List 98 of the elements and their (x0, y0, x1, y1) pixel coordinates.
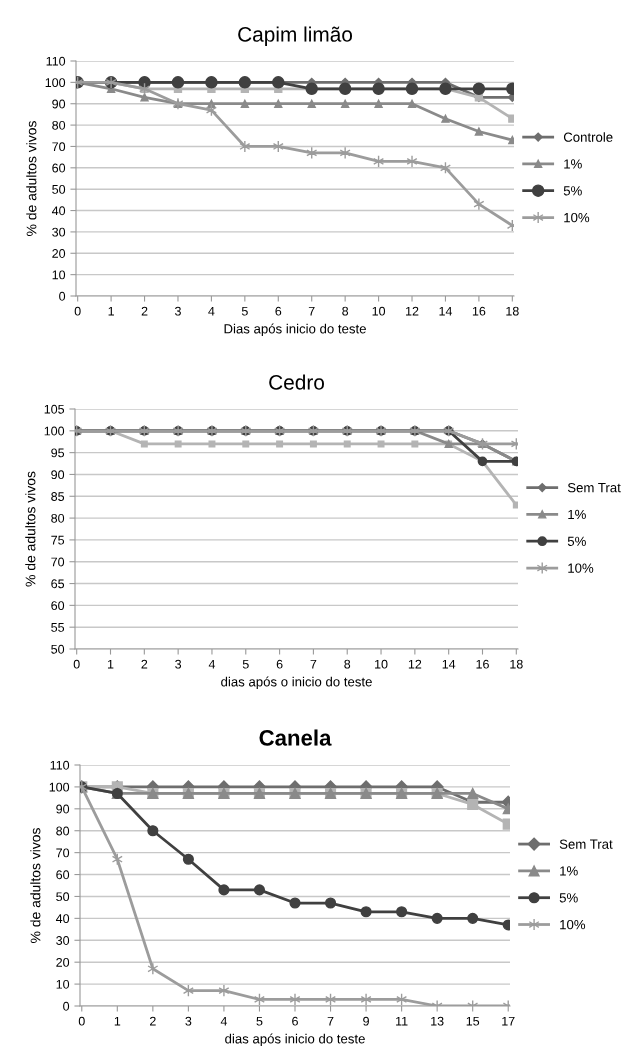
x-axis-title: dias após inicio do teste (225, 1033, 365, 1047)
y-tick-label: 60 (52, 163, 66, 173)
y-tick-label: 110 (46, 56, 66, 66)
x-tick-label: 18 (506, 306, 519, 316)
y-tick-label: 70 (51, 557, 65, 567)
x-axis-title: dias após o inicio do teste (221, 676, 372, 690)
y-tick-label: 80 (52, 120, 66, 130)
x-tick-label: 16 (472, 306, 486, 316)
x-tick-label: 8 (344, 659, 351, 669)
x-tick-label: 15 (466, 1016, 480, 1026)
x-tick-label: 0 (78, 1016, 85, 1026)
y-tick-label: 90 (51, 470, 65, 480)
y-tick-label: 0 (63, 1001, 70, 1011)
y-tick-label: 95 (51, 448, 65, 458)
y-tick-label: 70 (52, 142, 66, 152)
x-tick-label: 7 (308, 306, 315, 316)
x-tick-label: 12 (406, 306, 419, 316)
y-tick-label: 75 (51, 535, 65, 545)
x-tick-label: 1 (114, 1016, 121, 1026)
y-tick-label: 10 (56, 979, 70, 989)
y-tick-label: 10 (52, 270, 66, 280)
x-tick-label: 1 (108, 306, 114, 316)
x-tick-label: 14 (439, 306, 453, 316)
y-tick-label: 20 (52, 249, 66, 258)
x-tick-label: 0 (74, 306, 81, 316)
y-axis-title: % de adultos vivos (26, 121, 37, 236)
x-tick-label: 0 (73, 659, 80, 669)
y-tick-label: 60 (51, 601, 65, 611)
y-tick-label: 90 (56, 804, 70, 814)
legend-label: 10% (560, 919, 586, 930)
x-tick-label: 4 (208, 306, 215, 316)
x-tick-label: 4 (220, 1016, 228, 1026)
legend-label: 5% (567, 536, 586, 546)
y-tick-label: 0 (59, 291, 66, 301)
y-axis-title: % de adultos vivos (25, 471, 36, 587)
x-tick-label: 16 (476, 659, 489, 669)
chart-title: Cedro (269, 374, 324, 390)
x-tick-label: 5 (242, 659, 249, 669)
x-tick-label: 5 (241, 306, 248, 316)
y-tick-label: 80 (56, 826, 70, 836)
x-tick-label: 4 (208, 659, 216, 669)
y-tick-label: 105 (44, 404, 65, 414)
y-tick-label: 40 (55, 914, 70, 924)
y-tick-label: 50 (52, 184, 66, 194)
y-tick-label: 20 (56, 957, 70, 967)
x-tick-label: 5 (256, 1016, 263, 1026)
legend-label: Sem Trat (559, 839, 613, 849)
legend-label: Controle (563, 132, 613, 142)
y-tick-label: 90 (52, 99, 66, 109)
chart-title: Canela (259, 729, 332, 746)
y-tick-label: 100 (49, 782, 70, 792)
x-tick-label: 3 (174, 306, 181, 316)
x-tick-label: 6 (276, 659, 283, 669)
x-tick-label: 17 (502, 1016, 515, 1026)
legend-label: 1% (564, 159, 582, 169)
y-tick-label: 30 (56, 936, 70, 945)
legend-label: 1% (560, 866, 578, 876)
y-tick-label: 70 (56, 848, 70, 858)
x-tick-label: 3 (175, 659, 182, 669)
x-tick-label: 8 (342, 306, 349, 316)
x-tick-label: 12 (408, 659, 422, 669)
y-tick-label: 65 (51, 579, 65, 589)
x-tick-label: 9 (363, 1016, 369, 1026)
y-tick-label: 100 (45, 78, 66, 88)
x-tick-label: 18 (510, 659, 523, 669)
chart-title: Capim limão (238, 26, 353, 46)
legend-label: 1% (568, 509, 586, 520)
y-tick-label: 100 (44, 426, 65, 436)
x-tick-label: 13 (431, 1016, 444, 1026)
x-axis-title: Dias após inicio do teste (224, 323, 366, 337)
x-tick-label: 2 (141, 306, 148, 316)
x-tick-label: 1 (107, 659, 114, 669)
y-tick-label: 85 (51, 492, 65, 501)
y-axis-title: % de adultos vivos (30, 828, 41, 943)
legend-label: 5% (559, 893, 578, 903)
y-tick-label: 40 (51, 206, 66, 216)
x-tick-label: 10 (372, 306, 386, 316)
x-tick-label: 10 (375, 659, 388, 669)
y-tick-label: 80 (51, 513, 65, 523)
y-tick-label: 110 (50, 760, 70, 770)
legend-label: Sem Trat (567, 482, 621, 493)
y-tick-label: 50 (56, 892, 70, 902)
x-tick-label: 7 (310, 659, 317, 669)
x-tick-label: 11 (396, 1016, 408, 1026)
x-tick-label: 6 (275, 306, 282, 316)
legend-label: 10% (568, 563, 594, 573)
legend-label: 5% (563, 186, 582, 196)
legend-label: 10% (564, 212, 590, 223)
y-tick-label: 55 (51, 623, 65, 632)
x-tick-label: 2 (141, 659, 148, 669)
x-tick-label: 3 (185, 1016, 192, 1026)
x-tick-label: 6 (292, 1016, 298, 1026)
y-tick-label: 30 (52, 227, 66, 237)
x-tick-label: 14 (442, 659, 456, 669)
x-tick-label: 7 (327, 1016, 334, 1026)
y-tick-label: 50 (51, 644, 65, 654)
x-tick-label: 2 (150, 1016, 156, 1026)
y-tick-label: 60 (56, 870, 70, 880)
